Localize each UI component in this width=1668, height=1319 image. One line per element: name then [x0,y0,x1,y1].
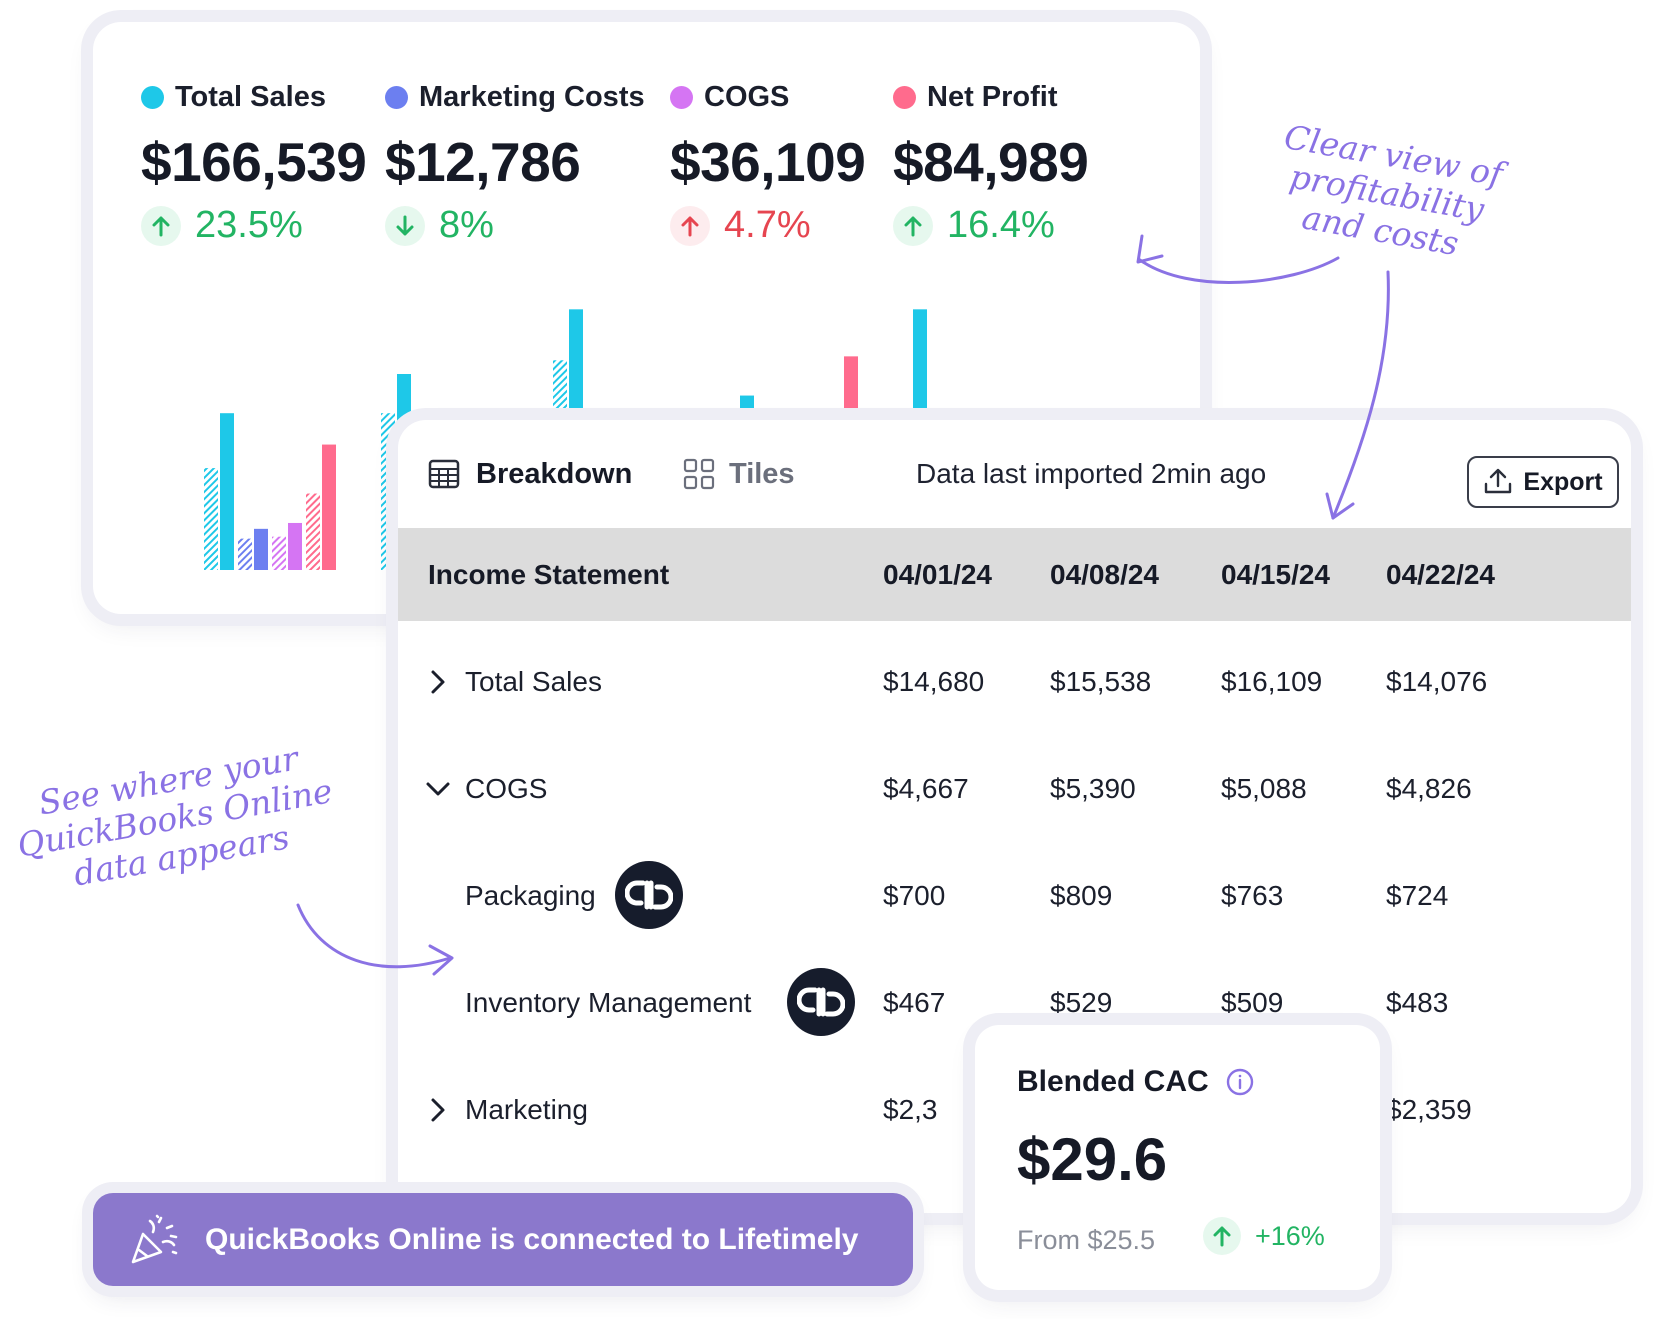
header-date[interactable]: 04/01/24 [883,559,992,590]
banner-message: QuickBooks Online is connected to Lifeti… [205,1222,859,1256]
table-row: Inventory Management $467 $529 $509 $483 [398,945,1631,1060]
cogs-dot [670,85,693,109]
chart-bar-cogs-previous [272,536,286,570]
party-popper-icon [127,1212,183,1268]
metric-total-sales: Total Sales $166,539 23.5% [141,77,367,247]
row-value: $4,826 [1386,773,1472,804]
row-value: $5,390 [1050,773,1136,804]
toolbar: Breakdown Tiles Data last imported 2min … [398,420,1631,528]
row-value: $2,3 [883,1094,938,1125]
arrow-up-icon [1203,1217,1241,1255]
total-sales-dot [141,85,164,109]
metric-net-profit: Net Profit $84,989 16.4% [893,77,1089,247]
import-status: Data last imported 2min ago [916,458,1267,489]
info-icon[interactable] [1225,1067,1255,1097]
row-label: Marketing [465,1094,588,1125]
cac-value: $29.6 [1017,1126,1168,1193]
tab-breakdown-label: Breakdown [476,457,633,490]
chart-bar-profit [322,444,336,570]
table-icon [428,458,460,490]
header-income-statement: Income Statement [428,559,670,590]
export-label: Export [1523,467,1603,496]
table-row: Packaging $700 $809 $763 $724 [398,838,1631,953]
cac-change: +16% [1255,1220,1325,1251]
row-value: $483 [1386,987,1449,1018]
row-value: $4,667 [883,773,969,804]
row-value: $16,109 [1221,666,1323,697]
chart-bar-marketing-previous [238,538,252,570]
row-value: $2,359 [1386,1094,1472,1125]
row-value: $809 [1050,880,1113,911]
metric-value: $36,109 [670,131,866,193]
metric-change: 23.5% [195,204,303,246]
arrow-up-icon [670,205,710,246]
chart-bar-sales-previous [204,468,218,570]
quickbooks-logo-icon [787,968,855,1036]
metric-value: $84,989 [893,131,1089,193]
chevron-right-icon[interactable] [428,624,448,739]
row-value: $724 [1386,880,1449,911]
quickbooks-logo-icon [615,861,683,929]
metric-label: Marketing Costs [419,80,645,113]
cac-previous: From $25.5 [1017,1225,1156,1255]
chart-bar-cogs [288,522,302,570]
metric-change: 4.7% [724,204,811,246]
metric-change: 16.4% [947,204,1055,246]
row-label: COGS [465,773,548,804]
row-value: $467 [883,987,946,1018]
chart-bar-marketing [254,528,268,570]
table-row[interactable]: COGS $4,667 $5,390 $5,088 $4,826 [398,731,1631,846]
arrow-down-icon [385,205,425,246]
tab-tiles[interactable]: Tiles [683,452,795,496]
row-value: $14,680 [883,666,985,697]
row-value: $509 [1221,987,1284,1018]
tab-breakdown[interactable]: Breakdown [428,452,632,496]
annotation-profitability: Clear view of profitability and costs [1268,117,1505,268]
metric-marketing-costs: Marketing Costs $12,786 8% [385,77,645,247]
metric-value: $166,539 [141,131,367,193]
metric-label: COGS [704,80,790,113]
row-value: $529 [1050,987,1113,1018]
grid-icon [683,458,715,490]
upload-icon [1483,468,1523,496]
annotation-quickbooks: See where your QuickBooks Online data ap… [8,735,342,902]
tab-tiles-label: Tiles [729,457,795,490]
row-value: $700 [883,880,946,911]
table-header: Income Statement 04/01/24 04/08/24 04/15… [398,528,1631,621]
chart-bar-sales-previous [381,413,395,570]
metric-label: Total Sales [175,80,326,113]
arrow-up-icon [141,205,181,246]
chart-bar-profit-previous [306,493,320,570]
row-label: Packaging [465,880,596,911]
metric-value: $12,786 [385,131,581,193]
export-button[interactable]: Export [1467,456,1619,508]
table-row[interactable]: Total Sales $14,680 $15,538 $16,109 $14,… [398,624,1631,739]
metric-change: 8% [439,204,494,246]
header-date[interactable]: 04/22/24 [1386,559,1495,590]
arrow-up-icon [893,205,933,246]
net-profit-dot [893,85,916,109]
metric-label: Net Profit [927,80,1058,113]
cac-title: Blended CAC [1017,1065,1209,1098]
marketing-costs-dot [385,85,408,109]
row-label: Inventory Management [465,987,752,1018]
row-value: $15,538 [1050,666,1152,697]
metric-cogs: COGS $36,109 4.7% [670,77,866,247]
row-label: Total Sales [465,666,602,697]
blended-cac-card: Blended CAC $29.6 From $25.5 +16% [975,1025,1380,1290]
row-value: $14,076 [1386,666,1488,697]
header-date[interactable]: 04/08/24 [1050,559,1159,590]
header-date[interactable]: 04/15/24 [1221,559,1330,590]
connection-banner: QuickBooks Online is connected to Lifeti… [93,1193,913,1286]
row-value: $5,088 [1221,773,1307,804]
row-value: $763 [1221,880,1284,911]
chevron-down-icon[interactable] [424,731,452,846]
chevron-right-icon[interactable] [428,1052,448,1167]
chart-bar-sales [220,413,234,570]
